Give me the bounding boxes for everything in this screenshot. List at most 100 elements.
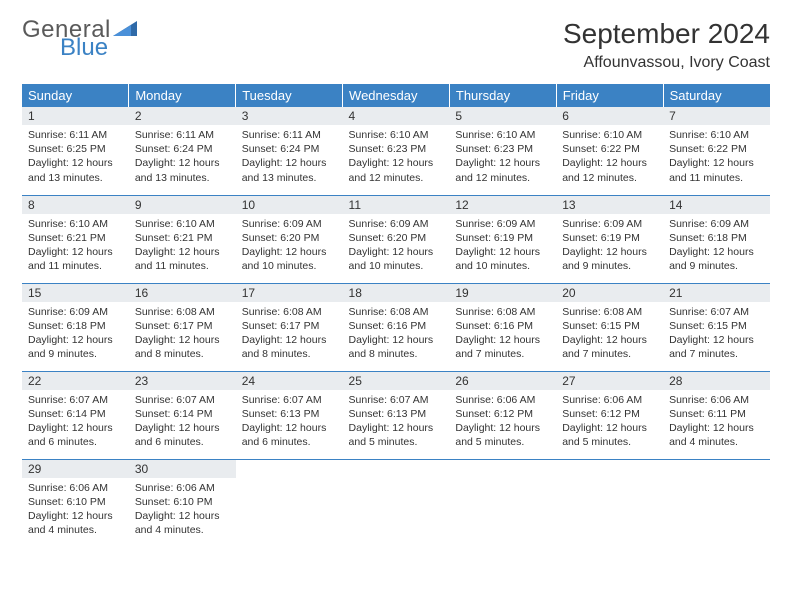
weekday-header-row: SundayMondayTuesdayWednesdayThursdayFrid… — [22, 84, 770, 107]
day-body: Sunrise: 6:09 AMSunset: 6:19 PMDaylight:… — [449, 214, 556, 278]
weekday-header: Friday — [556, 84, 663, 107]
calendar-cell: 16Sunrise: 6:08 AMSunset: 6:17 PMDayligh… — [129, 283, 236, 371]
day-number: 14 — [663, 196, 770, 214]
day-body: Sunrise: 6:06 AMSunset: 6:12 PMDaylight:… — [556, 390, 663, 454]
calendar-cell: 19Sunrise: 6:08 AMSunset: 6:16 PMDayligh… — [449, 283, 556, 371]
day-number: 1 — [22, 107, 129, 125]
day-body: Sunrise: 6:09 AMSunset: 6:20 PMDaylight:… — [343, 214, 450, 278]
calendar-cell: 11Sunrise: 6:09 AMSunset: 6:20 PMDayligh… — [343, 195, 450, 283]
day-body: Sunrise: 6:11 AMSunset: 6:24 PMDaylight:… — [236, 125, 343, 189]
day-number: 29 — [22, 460, 129, 478]
day-number: 5 — [449, 107, 556, 125]
day-number: 4 — [343, 107, 450, 125]
day-number: 15 — [22, 284, 129, 302]
calendar-row: 15Sunrise: 6:09 AMSunset: 6:18 PMDayligh… — [22, 283, 770, 371]
day-number: 24 — [236, 372, 343, 390]
calendar-cell — [236, 459, 343, 547]
weekday-header: Thursday — [449, 84, 556, 107]
day-number: 28 — [663, 372, 770, 390]
day-number: 13 — [556, 196, 663, 214]
weekday-header: Saturday — [663, 84, 770, 107]
calendar-cell: 17Sunrise: 6:08 AMSunset: 6:17 PMDayligh… — [236, 283, 343, 371]
day-number: 6 — [556, 107, 663, 125]
calendar-cell: 8Sunrise: 6:10 AMSunset: 6:21 PMDaylight… — [22, 195, 129, 283]
day-number: 7 — [663, 107, 770, 125]
calendar-cell: 15Sunrise: 6:09 AMSunset: 6:18 PMDayligh… — [22, 283, 129, 371]
day-body: Sunrise: 6:07 AMSunset: 6:15 PMDaylight:… — [663, 302, 770, 366]
weekday-header: Tuesday — [236, 84, 343, 107]
day-number: 12 — [449, 196, 556, 214]
day-number: 17 — [236, 284, 343, 302]
day-body: Sunrise: 6:06 AMSunset: 6:11 PMDaylight:… — [663, 390, 770, 454]
day-number: 27 — [556, 372, 663, 390]
day-body: Sunrise: 6:08 AMSunset: 6:15 PMDaylight:… — [556, 302, 663, 366]
day-number: 26 — [449, 372, 556, 390]
logo-text-blue: Blue — [60, 36, 139, 60]
calendar-row: 1Sunrise: 6:11 AMSunset: 6:25 PMDaylight… — [22, 107, 770, 195]
day-body: Sunrise: 6:10 AMSunset: 6:22 PMDaylight:… — [663, 125, 770, 189]
weekday-header: Monday — [129, 84, 236, 107]
day-number: 21 — [663, 284, 770, 302]
calendar-cell — [343, 459, 450, 547]
day-body: Sunrise: 6:08 AMSunset: 6:17 PMDaylight:… — [236, 302, 343, 366]
calendar-row: 22Sunrise: 6:07 AMSunset: 6:14 PMDayligh… — [22, 371, 770, 459]
day-number: 11 — [343, 196, 450, 214]
day-body: Sunrise: 6:06 AMSunset: 6:10 PMDaylight:… — [22, 478, 129, 542]
day-body: Sunrise: 6:07 AMSunset: 6:14 PMDaylight:… — [129, 390, 236, 454]
calendar-cell: 5Sunrise: 6:10 AMSunset: 6:23 PMDaylight… — [449, 107, 556, 195]
day-body: Sunrise: 6:11 AMSunset: 6:24 PMDaylight:… — [129, 125, 236, 189]
calendar-cell: 22Sunrise: 6:07 AMSunset: 6:14 PMDayligh… — [22, 371, 129, 459]
calendar-cell: 1Sunrise: 6:11 AMSunset: 6:25 PMDaylight… — [22, 107, 129, 195]
day-body: Sunrise: 6:06 AMSunset: 6:10 PMDaylight:… — [129, 478, 236, 542]
day-number: 18 — [343, 284, 450, 302]
day-number: 22 — [22, 372, 129, 390]
day-number: 3 — [236, 107, 343, 125]
day-body: Sunrise: 6:07 AMSunset: 6:14 PMDaylight:… — [22, 390, 129, 454]
calendar-cell: 30Sunrise: 6:06 AMSunset: 6:10 PMDayligh… — [129, 459, 236, 547]
calendar-cell: 25Sunrise: 6:07 AMSunset: 6:13 PMDayligh… — [343, 371, 450, 459]
calendar-cell: 3Sunrise: 6:11 AMSunset: 6:24 PMDaylight… — [236, 107, 343, 195]
day-body: Sunrise: 6:09 AMSunset: 6:18 PMDaylight:… — [22, 302, 129, 366]
day-body: Sunrise: 6:08 AMSunset: 6:16 PMDaylight:… — [343, 302, 450, 366]
day-body: Sunrise: 6:07 AMSunset: 6:13 PMDaylight:… — [343, 390, 450, 454]
day-number: 30 — [129, 460, 236, 478]
day-body: Sunrise: 6:08 AMSunset: 6:17 PMDaylight:… — [129, 302, 236, 366]
day-number: 25 — [343, 372, 450, 390]
calendar-cell: 4Sunrise: 6:10 AMSunset: 6:23 PMDaylight… — [343, 107, 450, 195]
calendar-cell: 14Sunrise: 6:09 AMSunset: 6:18 PMDayligh… — [663, 195, 770, 283]
calendar-row: 8Sunrise: 6:10 AMSunset: 6:21 PMDaylight… — [22, 195, 770, 283]
calendar-row: 29Sunrise: 6:06 AMSunset: 6:10 PMDayligh… — [22, 459, 770, 547]
day-number: 19 — [449, 284, 556, 302]
day-body: Sunrise: 6:06 AMSunset: 6:12 PMDaylight:… — [449, 390, 556, 454]
day-body: Sunrise: 6:09 AMSunset: 6:19 PMDaylight:… — [556, 214, 663, 278]
calendar-cell: 10Sunrise: 6:09 AMSunset: 6:20 PMDayligh… — [236, 195, 343, 283]
day-body: Sunrise: 6:10 AMSunset: 6:22 PMDaylight:… — [556, 125, 663, 189]
day-body: Sunrise: 6:10 AMSunset: 6:21 PMDaylight:… — [129, 214, 236, 278]
calendar-cell: 7Sunrise: 6:10 AMSunset: 6:22 PMDaylight… — [663, 107, 770, 195]
calendar-cell — [556, 459, 663, 547]
day-number: 20 — [556, 284, 663, 302]
location: Affounvassou, Ivory Coast — [563, 54, 770, 72]
header: General Blue September 2024 Affounvassou… — [22, 18, 770, 72]
day-number: 9 — [129, 196, 236, 214]
weekday-header: Sunday — [22, 84, 129, 107]
day-number: 10 — [236, 196, 343, 214]
day-body: Sunrise: 6:09 AMSunset: 6:18 PMDaylight:… — [663, 214, 770, 278]
calendar-cell: 29Sunrise: 6:06 AMSunset: 6:10 PMDayligh… — [22, 459, 129, 547]
day-body: Sunrise: 6:09 AMSunset: 6:20 PMDaylight:… — [236, 214, 343, 278]
calendar-cell: 9Sunrise: 6:10 AMSunset: 6:21 PMDaylight… — [129, 195, 236, 283]
calendar-cell: 2Sunrise: 6:11 AMSunset: 6:24 PMDaylight… — [129, 107, 236, 195]
calendar-cell: 28Sunrise: 6:06 AMSunset: 6:11 PMDayligh… — [663, 371, 770, 459]
calendar-cell: 21Sunrise: 6:07 AMSunset: 6:15 PMDayligh… — [663, 283, 770, 371]
calendar-cell: 23Sunrise: 6:07 AMSunset: 6:14 PMDayligh… — [129, 371, 236, 459]
day-number: 2 — [129, 107, 236, 125]
calendar-cell — [663, 459, 770, 547]
day-body: Sunrise: 6:11 AMSunset: 6:25 PMDaylight:… — [22, 125, 129, 189]
day-body: Sunrise: 6:10 AMSunset: 6:23 PMDaylight:… — [343, 125, 450, 189]
logo: General Blue — [22, 18, 139, 60]
calendar-cell: 20Sunrise: 6:08 AMSunset: 6:15 PMDayligh… — [556, 283, 663, 371]
calendar-cell: 27Sunrise: 6:06 AMSunset: 6:12 PMDayligh… — [556, 371, 663, 459]
calendar-cell: 24Sunrise: 6:07 AMSunset: 6:13 PMDayligh… — [236, 371, 343, 459]
calendar-cell: 26Sunrise: 6:06 AMSunset: 6:12 PMDayligh… — [449, 371, 556, 459]
calendar-cell: 6Sunrise: 6:10 AMSunset: 6:22 PMDaylight… — [556, 107, 663, 195]
